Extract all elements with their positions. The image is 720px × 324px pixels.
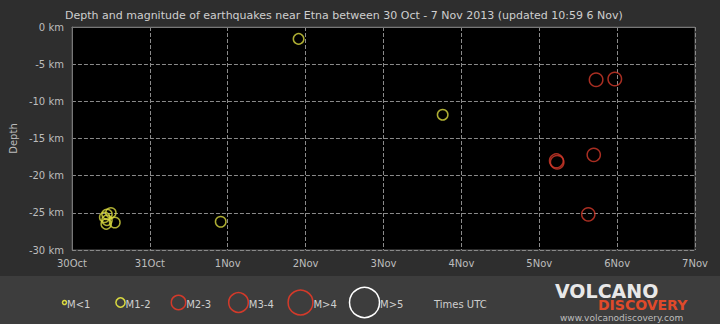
svg-text:M2-3: M2-3	[186, 299, 211, 310]
svg-text:M>5: M>5	[380, 299, 403, 310]
svg-text:M<1: M<1	[67, 299, 90, 310]
svg-text:30Oct: 30Oct	[57, 258, 87, 269]
svg-text:-5 km: -5 km	[35, 59, 64, 70]
svg-text:M>4: M>4	[313, 299, 336, 310]
svg-text:-20 km: -20 km	[29, 170, 64, 181]
svg-text:-30 km: -30 km	[29, 245, 64, 256]
svg-text:7Nov: 7Nov	[682, 258, 708, 269]
svg-text:M1-2: M1-2	[126, 299, 151, 310]
svg-text:Depth and magnitude of earthqu: Depth and magnitude of earthquakes near …	[65, 9, 623, 22]
svg-text:www.volcanodiscovery.com: www.volcanodiscovery.com	[560, 313, 683, 323]
svg-text:Times UTC: Times UTC	[433, 299, 487, 310]
svg-text:3Nov: 3Nov	[371, 258, 397, 269]
svg-text:Depth: Depth	[8, 123, 19, 153]
svg-text:4Nov: 4Nov	[448, 258, 474, 269]
svg-text:-10 km: -10 km	[29, 96, 64, 107]
svg-text:-15 km: -15 km	[29, 133, 64, 144]
svg-text:31Oct: 31Oct	[135, 258, 165, 269]
svg-text:0 km: 0 km	[39, 22, 64, 33]
svg-text:-25 km: -25 km	[29, 207, 64, 218]
svg-text:6Nov: 6Nov	[604, 258, 630, 269]
svg-text:DISCOVERY: DISCOVERY	[598, 297, 688, 313]
svg-text:VOLCANO: VOLCANO	[555, 279, 659, 302]
svg-text:2Nov: 2Nov	[293, 258, 319, 269]
svg-text:5Nov: 5Nov	[526, 258, 552, 269]
svg-text:1Nov: 1Nov	[215, 258, 241, 269]
svg-text:M3-4: M3-4	[249, 299, 274, 310]
